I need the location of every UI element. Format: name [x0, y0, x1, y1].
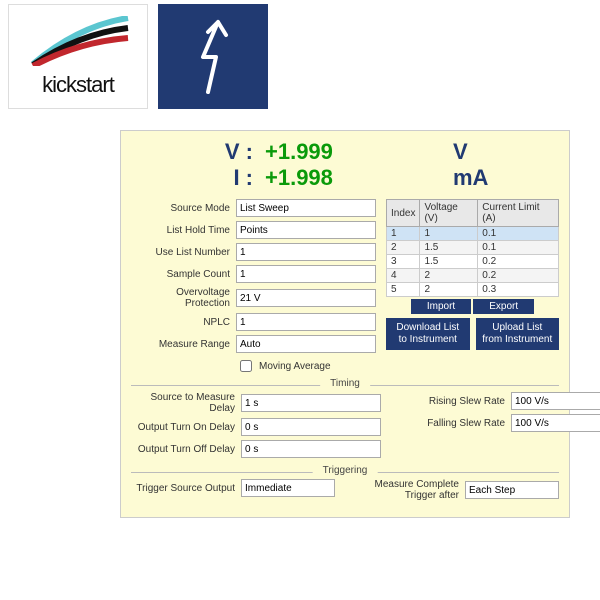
export-button[interactable]: Export — [473, 299, 534, 314]
readout-v-value: +1.999 — [265, 139, 435, 165]
use-list-number-label: Use List Number — [131, 247, 236, 258]
import-button[interactable]: Import — [411, 299, 471, 314]
nplc-label: NPLC — [131, 317, 236, 328]
use-list-number-input[interactable] — [236, 243, 376, 261]
settings-panel: V : +1.999 V I : +1.998 mA Source Mode L… — [120, 130, 570, 518]
list-hold-time-select[interactable]: Points — [236, 221, 376, 239]
measure-range-select[interactable]: Auto — [236, 335, 376, 353]
turn-on-delay-input[interactable] — [241, 418, 381, 436]
readout-v-label: V : — [195, 139, 265, 165]
kickstart-text: kickstart — [42, 72, 114, 98]
moving-average-checkbox[interactable] — [240, 360, 252, 372]
readout-i-unit: mA — [435, 165, 495, 191]
readout: V : +1.999 V I : +1.998 mA — [131, 139, 559, 191]
source-mode-select[interactable]: List Sweep — [236, 199, 376, 217]
ov-protection-label: Overvoltage Protection — [131, 287, 236, 309]
kickstart-swoosh-icon — [23, 16, 133, 66]
src-meas-delay-label: Source to Measure Delay — [131, 392, 241, 414]
table-row[interactable]: 31.50.2 — [387, 255, 559, 269]
fields-column: Source Mode List Sweep List Hold Time Po… — [131, 199, 376, 375]
table-row[interactable]: 21.50.1 — [387, 241, 559, 255]
list-th-voltage: Voltage (V) — [420, 200, 478, 227]
falling-slew-input[interactable] — [511, 414, 600, 432]
turn-on-delay-label: Output Turn On Delay — [131, 422, 241, 433]
readout-i-label: I : — [195, 165, 265, 191]
list-column: Index Voltage (V) Current Limit (A) 110.… — [386, 199, 559, 375]
table-row[interactable]: 110.1 — [387, 227, 559, 241]
table-row[interactable]: 520.3 — [387, 283, 559, 297]
table-row[interactable]: 420.2 — [387, 269, 559, 283]
upload-list-button[interactable]: Upload List from Instrument — [476, 318, 560, 350]
list-th-index: Index — [387, 200, 420, 227]
timing-legend: Timing — [131, 385, 559, 386]
list-table[interactable]: Index Voltage (V) Current Limit (A) 110.… — [386, 199, 559, 297]
turn-off-delay-input[interactable] — [241, 440, 381, 458]
falling-slew-label: Falling Slew Rate — [401, 418, 511, 429]
rising-slew-label: Rising Slew Rate — [401, 396, 511, 407]
measure-range-label: Measure Range — [131, 339, 236, 350]
sample-count-input[interactable] — [236, 265, 376, 283]
kickstart-logo: kickstart — [8, 4, 148, 109]
src-meas-delay-input[interactable] — [241, 394, 381, 412]
source-mode-label: Source Mode — [131, 203, 236, 214]
bolt-logo — [158, 4, 268, 109]
logo-strip: kickstart — [0, 0, 600, 113]
triggering-legend: Triggering — [131, 472, 559, 473]
nplc-input[interactable] — [236, 313, 376, 331]
measure-complete-select[interactable]: Each Step — [465, 481, 559, 499]
trigger-source-select[interactable]: Immediate — [241, 479, 335, 497]
download-list-button[interactable]: Download List to Instrument — [386, 318, 470, 350]
readout-i-value: +1.998 — [265, 165, 435, 191]
turn-off-delay-label: Output Turn Off Delay — [131, 444, 241, 455]
list-hold-time-label: List Hold Time — [131, 225, 236, 236]
measure-complete-label: Measure Complete Trigger after — [355, 479, 465, 501]
rising-slew-input[interactable] — [511, 392, 600, 410]
readout-v-unit: V — [435, 139, 495, 165]
moving-average-label: Moving Average — [259, 361, 331, 372]
ov-protection-input[interactable] — [236, 289, 376, 307]
list-th-current: Current Limit (A) — [478, 200, 559, 227]
trigger-source-label: Trigger Source Output — [131, 483, 241, 494]
sample-count-label: Sample Count — [131, 269, 236, 280]
bolt-icon — [188, 17, 238, 97]
